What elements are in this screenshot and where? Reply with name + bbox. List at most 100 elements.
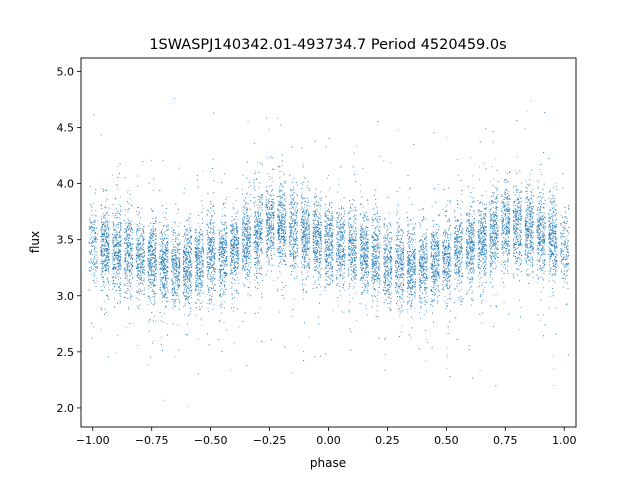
data-point [282,223,284,225]
data-point [489,242,491,244]
data-point [185,297,187,299]
data-point [198,261,200,263]
data-point [184,314,186,316]
data-point [314,213,316,215]
data-point [362,276,364,277]
data-point [211,227,213,229]
data-point [173,270,175,272]
data-point [567,239,569,241]
data-point [206,250,208,252]
data-point [242,239,244,241]
data-point [242,230,244,232]
data-point [398,267,399,268]
data-point [479,179,480,181]
data-point [175,238,177,240]
data-point [529,213,531,214]
data-point [249,217,250,219]
data-point [271,222,272,224]
data-point [315,237,317,239]
data-point [431,238,433,240]
data-point [351,280,353,282]
data-point [552,213,554,215]
data-point [506,220,508,222]
data-point [410,287,412,289]
data-point [206,294,208,296]
data-point [377,295,379,296]
data-point [174,290,176,292]
data-point [509,204,511,206]
data-point [490,219,492,221]
data-point [491,224,493,226]
data-point [366,287,368,289]
data-point [426,259,428,261]
data-point [102,222,104,224]
data-point [220,247,222,249]
data-point [209,274,211,275]
data-point [538,252,540,254]
data-point [210,263,212,265]
data-point [265,210,267,212]
data-point [470,269,472,271]
data-point [139,236,141,237]
data-point [189,221,191,223]
data-point [176,250,178,252]
data-point [379,265,381,267]
data-point [338,226,340,228]
data-point [126,231,128,233]
data-point [290,215,292,217]
data-point [348,263,350,265]
data-point [112,221,114,223]
data-point [553,236,555,237]
data-point [93,240,95,242]
data-point [444,269,446,271]
data-point [550,242,552,244]
data-point [556,223,558,225]
data-point [492,239,494,241]
data-point [484,274,486,276]
data-point [460,301,462,303]
data-point [324,239,326,240]
data-point [530,210,531,212]
data-point [101,289,103,291]
data-point [492,227,494,229]
data-point [175,251,177,253]
data-point [218,247,220,249]
data-point [141,282,143,284]
data-point [161,315,163,317]
data-point [235,292,237,294]
data-point [403,278,405,280]
data-point [342,228,344,230]
data-point [390,225,392,227]
data-point [490,225,492,227]
data-point [518,247,520,249]
data-point [242,174,244,176]
data-point [280,227,282,229]
data-point [197,222,199,224]
data-point [282,204,283,206]
data-point [245,241,247,243]
data-point [285,216,287,218]
data-point [501,222,503,224]
data-point [105,259,107,261]
data-point [201,205,203,207]
data-point [150,257,152,259]
data-point [565,278,567,280]
data-point [338,183,340,185]
data-point [413,267,414,269]
data-point [219,259,220,261]
data-point [363,231,364,233]
data-point [139,304,141,306]
data-point [434,282,436,284]
data-point [306,240,308,242]
data-point [454,263,456,264]
data-point [242,261,244,263]
data-point [371,236,373,238]
data-point [460,194,462,195]
data-point [218,305,220,307]
data-point [290,232,292,234]
data-point [296,235,298,237]
data-point [210,222,212,224]
data-point [270,242,272,243]
data-point [383,225,385,227]
